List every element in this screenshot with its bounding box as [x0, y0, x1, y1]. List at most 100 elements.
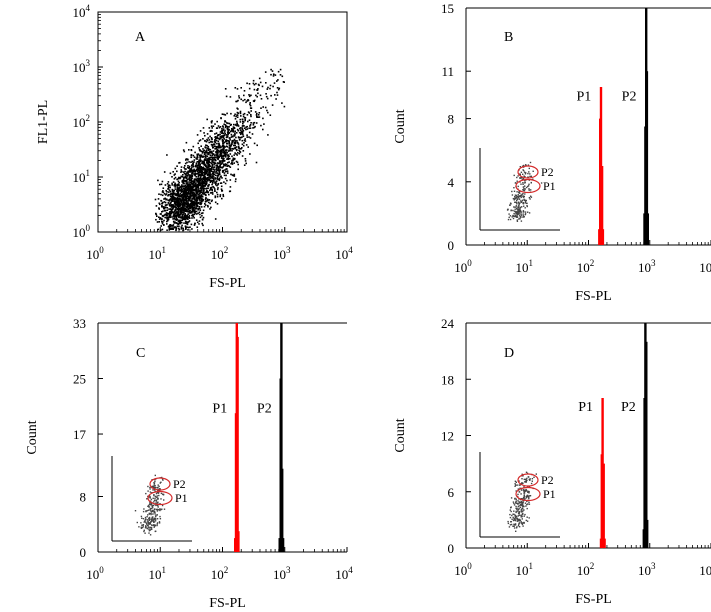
- inset-point: [514, 208, 516, 210]
- scatter-point: [215, 153, 218, 155]
- scatter-point: [167, 188, 169, 190]
- inset-point: [153, 494, 155, 496]
- scatter-point: [209, 151, 212, 153]
- scatter-point: [191, 217, 193, 219]
- scatter-point: [184, 188, 187, 190]
- scatter-point: [202, 127, 205, 129]
- scatter-point: [192, 164, 194, 166]
- scatter-point: [192, 162, 194, 165]
- scatter-point: [168, 194, 170, 196]
- scatter-point: [206, 133, 209, 135]
- scatter-point: [156, 221, 159, 223]
- scatter-point: [192, 189, 194, 192]
- scatter-point: [211, 183, 213, 186]
- inset-point: [147, 521, 149, 523]
- scatter-point: [215, 168, 218, 170]
- scatter-point: [281, 75, 284, 78]
- inset-point: [146, 498, 148, 500]
- scatter-point: [229, 149, 232, 151]
- inset-point: [528, 171, 530, 173]
- inset-point: [151, 517, 153, 519]
- scatter-point: [222, 154, 225, 157]
- inset-point: [519, 195, 522, 197]
- y-tick-label: 0: [448, 238, 455, 253]
- scatter-point: [166, 219, 169, 222]
- scatter-point: [200, 185, 203, 187]
- inset-point: [509, 215, 512, 217]
- scatter-point: [189, 195, 192, 198]
- scatter-point: [199, 139, 202, 141]
- inset-point: [524, 199, 526, 201]
- scatter-point: [189, 183, 192, 186]
- scatter-point: [186, 222, 188, 225]
- scatter-point: [227, 140, 229, 142]
- inset-point: [522, 189, 524, 191]
- scatter-point: [233, 115, 236, 117]
- scatter-point: [225, 139, 227, 141]
- inset-point: [514, 497, 516, 500]
- scatter-point: [187, 213, 189, 215]
- scatter-point: [265, 82, 267, 84]
- scatter-point: [221, 171, 224, 173]
- scatter-point: [220, 150, 222, 152]
- inset-point: [522, 210, 525, 212]
- scatter-point: [233, 139, 235, 142]
- scatter-point: [215, 180, 217, 183]
- scatter-point: [192, 213, 194, 216]
- scatter-point: [183, 218, 186, 221]
- scatter-point: [228, 142, 231, 145]
- scatter-point: [210, 200, 213, 203]
- scatter-point: [235, 153, 237, 155]
- scatter-point: [276, 80, 278, 82]
- scatter-point: [165, 193, 168, 195]
- gate-p1: [515, 178, 541, 194]
- scatter-point: [249, 102, 251, 104]
- scatter-point: [244, 160, 247, 162]
- inset-point: [515, 511, 517, 514]
- scatter-point: [200, 191, 202, 194]
- inset-point: [521, 498, 523, 500]
- scatter-point: [226, 135, 229, 138]
- scatter-point: [208, 172, 210, 174]
- scatter-point: [232, 144, 235, 147]
- scatter-point: [196, 191, 198, 193]
- scatter-point: [188, 220, 191, 222]
- scatter-point: [167, 185, 170, 187]
- inset-point: [148, 519, 150, 521]
- scatter-point: [177, 199, 179, 202]
- inset-point: [515, 500, 517, 502]
- inset-point: [523, 492, 525, 494]
- scatter-point: [208, 183, 210, 186]
- inset-point: [508, 526, 511, 528]
- scatter-point: [230, 112, 232, 115]
- scatter-point: [185, 177, 188, 180]
- inset-point: [514, 518, 517, 520]
- inset-point: [515, 481, 517, 483]
- inset-point: [507, 208, 509, 211]
- scatter-point: [186, 182, 188, 184]
- scatter-point: [183, 204, 185, 207]
- scatter-point: [197, 196, 199, 199]
- scatter-point: [198, 207, 200, 210]
- scatter-point: [246, 100, 248, 102]
- scatter-point: [177, 177, 180, 180]
- scatter-point: [223, 134, 226, 136]
- scatter-point: [236, 124, 238, 127]
- series-p1: [598, 87, 605, 245]
- scatter-point: [169, 211, 171, 213]
- scatter-point: [184, 180, 187, 182]
- scatter-point: [181, 180, 184, 182]
- scatter-point: [181, 209, 183, 211]
- scatter-point: [194, 200, 196, 203]
- scatter-point: [219, 135, 222, 138]
- scatter-point: [172, 207, 175, 209]
- scatter-point: [212, 156, 215, 159]
- inset-point: [155, 502, 157, 504]
- scatter-point: [194, 188, 197, 191]
- scatter-points: [154, 68, 286, 232]
- inset-point: [517, 510, 519, 513]
- inset-point: [517, 503, 519, 505]
- scatter-point: [173, 197, 175, 199]
- inset-point: [150, 507, 153, 510]
- scatter-point: [256, 112, 258, 115]
